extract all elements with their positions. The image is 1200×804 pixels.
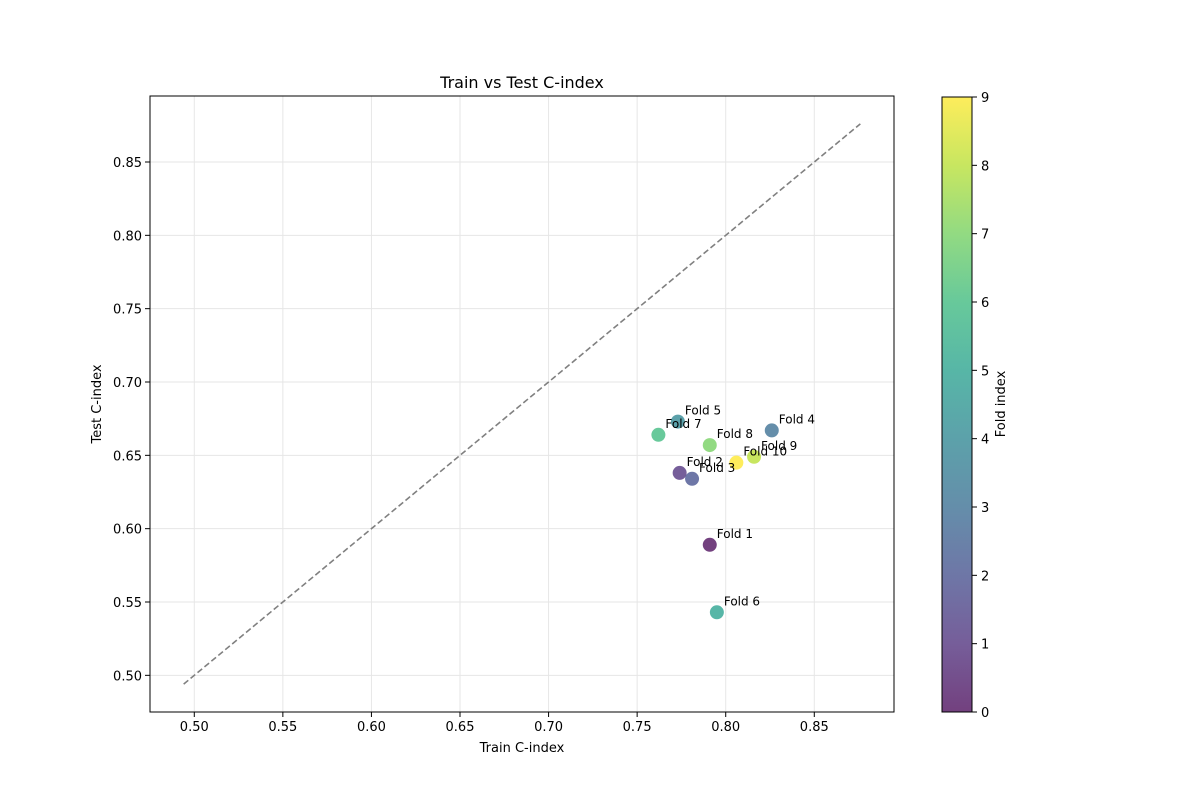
y-axis: 0.50 0.55 0.60 0.65 0.70 0.75 0.80 0.85 [113, 156, 150, 684]
chart-title: Train vs Test C-index [439, 73, 604, 92]
grid [150, 96, 894, 712]
y-tick-label: 0.85 [113, 156, 142, 171]
point-label: Fold 1 [717, 527, 753, 541]
x-tick-label: 0.50 [180, 720, 209, 735]
y-tick-label: 0.70 [113, 376, 142, 391]
colorbar-tick-label: 2 [981, 569, 989, 584]
x-axis-label: Train C-index [479, 741, 565, 756]
data-point [702, 438, 717, 453]
point-label: Fold 7 [665, 417, 701, 431]
y-tick-label: 0.80 [113, 229, 142, 244]
x-tick-label: 0.70 [534, 720, 563, 735]
colorbar-label: Fold index [994, 370, 1009, 437]
point-label: Fold 6 [724, 594, 760, 608]
data-point [651, 427, 666, 442]
x-tick-label: 0.60 [357, 720, 386, 735]
y-tick-label: 0.50 [113, 669, 142, 684]
colorbar-tick-label: 3 [981, 501, 989, 516]
data-point [764, 423, 779, 438]
y-tick-label: 0.65 [113, 449, 142, 464]
colorbar-tick-label: 4 [981, 433, 989, 448]
reference-line-layer [183, 123, 861, 685]
point-label: Fold 2 [687, 455, 723, 469]
data-point [685, 471, 700, 486]
y-tick-label: 0.60 [113, 523, 142, 538]
plot-frame [149, 95, 895, 713]
y-axis-label: Test C-index [90, 364, 105, 444]
colorbar-tick-label: 9 [981, 91, 989, 106]
x-tick-label: 0.65 [446, 720, 475, 735]
point-label: Fold 4 [779, 412, 815, 426]
colorbar-tick-label: 6 [981, 296, 989, 311]
colorbar-ticks: 0 1 2 3 4 5 6 7 8 9 [972, 91, 989, 721]
diagonal-reference-line [183, 123, 861, 685]
data-point [702, 537, 717, 552]
data-point [747, 449, 762, 464]
data-point [709, 605, 724, 620]
data-point [670, 414, 685, 429]
point-label: Fold 3 [699, 461, 735, 475]
point-label: Fold 5 [685, 404, 721, 418]
data-point [729, 455, 744, 470]
colorbar-frame [941, 96, 973, 713]
x-tick-label: 0.85 [800, 720, 829, 735]
points-layer [651, 414, 779, 620]
data-point [672, 465, 687, 480]
colorbar-tick-label: 5 [981, 364, 989, 379]
colorbar-tick-label: 7 [981, 228, 989, 243]
colorbar-tick-label: 0 [981, 706, 989, 721]
x-tick-label: 0.55 [268, 720, 297, 735]
point-label: Fold 10 [743, 445, 787, 459]
point-label: Fold 8 [717, 427, 753, 441]
y-tick-label: 0.55 [113, 596, 142, 611]
colorbar-gradient [942, 97, 972, 712]
colorbar: 0 1 2 3 4 5 6 7 8 9 Fold index [941, 91, 1009, 721]
point-label: Fold 9 [761, 439, 797, 453]
x-axis: 0.50 0.55 0.60 0.65 0.70 0.75 0.80 0.85 [180, 712, 829, 735]
x-tick-label: 0.80 [711, 720, 740, 735]
colorbar-tick-label: 1 [981, 638, 989, 653]
colorbar-tick-label: 8 [981, 159, 989, 174]
y-tick-label: 0.75 [113, 303, 142, 318]
x-tick-label: 0.75 [623, 720, 652, 735]
